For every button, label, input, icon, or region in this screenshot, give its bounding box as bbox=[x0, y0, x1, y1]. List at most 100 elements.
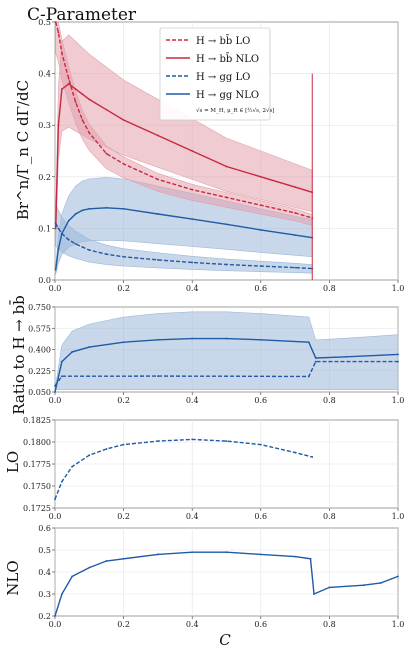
x-tick-label: 1.0 bbox=[392, 620, 405, 629]
data-point bbox=[105, 152, 108, 155]
legend-label-1: H → bb̄ NLO bbox=[196, 53, 259, 65]
data-point bbox=[191, 551, 194, 554]
y-tick-label: 0.1725 bbox=[23, 504, 51, 513]
x-tick-label: 1.0 bbox=[392, 396, 405, 405]
data-point bbox=[122, 557, 125, 560]
data-point bbox=[57, 124, 60, 127]
data-point bbox=[88, 249, 91, 251]
data-point bbox=[60, 88, 63, 90]
data-point bbox=[105, 448, 108, 450]
x-tick-label: 0.4 bbox=[186, 512, 199, 521]
data-point bbox=[157, 213, 159, 215]
data-point bbox=[259, 265, 262, 267]
x-tick-label: 0.0 bbox=[49, 284, 62, 293]
data-point bbox=[191, 261, 194, 264]
data-point bbox=[67, 83, 70, 85]
data-point bbox=[54, 615, 56, 617]
data-point bbox=[54, 385, 56, 387]
y-tick-label: 0.2 bbox=[38, 173, 51, 182]
data-point bbox=[307, 341, 310, 344]
x-tick-label: 0.8 bbox=[323, 512, 336, 521]
x-tick-label: 0.6 bbox=[254, 512, 267, 521]
y-tick-label: 0.1825 bbox=[23, 416, 51, 425]
legend-note: √s = M_H, μ_R ∈ [½√s, 2√s] bbox=[196, 107, 274, 114]
data-point bbox=[314, 357, 317, 359]
data-point bbox=[67, 77, 70, 80]
data-point bbox=[157, 258, 159, 261]
main-ylabel: Br^n/Γ_n C dΓ/dC bbox=[14, 80, 32, 220]
data-point bbox=[122, 207, 125, 210]
data-point bbox=[81, 209, 84, 212]
x-tick-label: 0.4 bbox=[186, 620, 199, 629]
y-tick-label: 0.225 bbox=[28, 367, 51, 376]
ratio-ylabel: Ratio to H → bb̄ bbox=[10, 295, 28, 414]
data-point bbox=[157, 178, 159, 181]
y-tick-label: 0.1 bbox=[38, 224, 51, 233]
data-point bbox=[294, 186, 296, 189]
x-tick-label: 0.6 bbox=[254, 284, 267, 293]
x-tick-label: 0.2 bbox=[117, 620, 130, 629]
data-point bbox=[54, 222, 57, 225]
data-point bbox=[225, 375, 228, 378]
panel-0: 0.0 0.2 0.4 0.6 0.8 1.0 0.0 0.1 0.2 0.3 0.4 0.5 bbox=[38, 18, 404, 293]
data-point bbox=[225, 440, 228, 443]
data-point bbox=[71, 465, 74, 468]
data-point bbox=[259, 204, 262, 207]
data-point bbox=[105, 108, 108, 111]
panel-1: 0.0 0.2 0.4 0.6 0.8 1.0 0.050 0.225 0.400 0.575 0.… bbox=[28, 303, 404, 405]
data-point bbox=[379, 582, 382, 584]
data-point bbox=[225, 551, 228, 554]
data-point bbox=[294, 234, 296, 237]
data-point bbox=[74, 213, 77, 215]
y-tick-label: 0.4 bbox=[38, 568, 51, 577]
x-tick-label: 0.0 bbox=[49, 396, 62, 405]
data-point bbox=[88, 566, 91, 569]
data-point bbox=[191, 150, 194, 152]
data-point bbox=[157, 440, 159, 443]
data-point bbox=[88, 346, 91, 348]
data-point bbox=[259, 443, 262, 446]
data-point bbox=[225, 165, 228, 168]
data-point bbox=[345, 355, 348, 358]
data-point bbox=[225, 263, 228, 266]
x-tick-label: 0.2 bbox=[117, 396, 130, 405]
data-point bbox=[259, 175, 262, 178]
x-tick-label: 0.4 bbox=[186, 396, 199, 405]
data-point bbox=[57, 31, 60, 34]
x-tick-label: 0.2 bbox=[117, 512, 130, 521]
data-point bbox=[307, 375, 310, 378]
data-point bbox=[259, 553, 262, 556]
data-point bbox=[311, 456, 314, 458]
data-point bbox=[259, 338, 262, 341]
x-tick-label: 0.0 bbox=[49, 620, 62, 629]
y-tick-label: 0.5 bbox=[38, 18, 51, 27]
data-point bbox=[105, 560, 108, 562]
data-point bbox=[54, 21, 57, 23]
data-point bbox=[122, 443, 125, 446]
legend-label-3: H → gg NLO bbox=[196, 90, 259, 101]
data-point bbox=[157, 338, 159, 341]
data-point bbox=[397, 360, 399, 363]
data-point bbox=[191, 337, 194, 340]
legend: H → bb̄ LO H → bb̄ NLO H → gg LO H → gg … bbox=[159, 27, 274, 121]
data-point bbox=[122, 255, 125, 258]
data-point bbox=[157, 375, 159, 377]
data-point bbox=[397, 575, 399, 578]
data-point bbox=[309, 557, 312, 560]
nlo-ylabel: NLO bbox=[4, 560, 22, 595]
data-point bbox=[57, 227, 60, 230]
x-tick-label: 0.6 bbox=[254, 620, 267, 629]
data-point bbox=[60, 52, 63, 54]
data-point bbox=[67, 219, 70, 222]
x-tick-label: 0.2 bbox=[117, 284, 130, 293]
data-point bbox=[259, 229, 262, 231]
panel-2: 0.0 0.2 0.4 0.6 0.8 1.0 0.1725 0.1750 0.1775 0.18… bbox=[23, 416, 404, 521]
series-line-1-0 bbox=[54, 360, 398, 387]
data-point bbox=[88, 454, 91, 457]
series-line-2-0 bbox=[54, 438, 313, 500]
x-tick-label: 0.8 bbox=[323, 284, 336, 293]
data-point bbox=[225, 196, 228, 199]
data-point bbox=[60, 360, 63, 363]
data-point bbox=[57, 248, 60, 250]
